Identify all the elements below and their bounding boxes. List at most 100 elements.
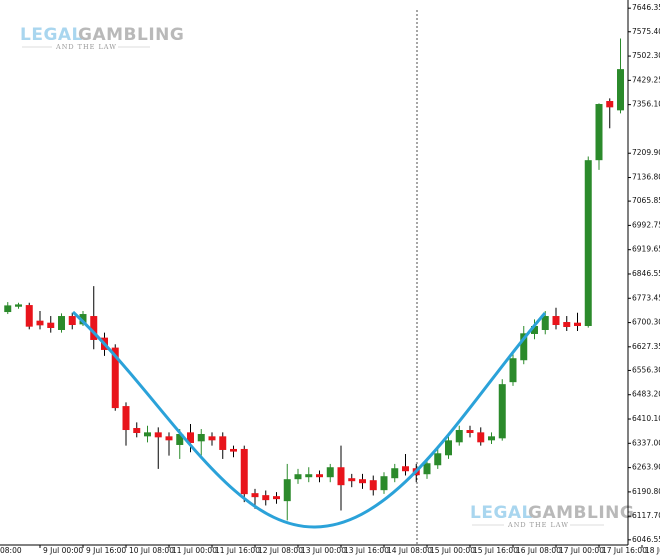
candle-body (509, 358, 517, 383)
candle-body (391, 468, 399, 479)
candle-body (595, 104, 603, 161)
x-tick-label: 13 Jul 00:00 (301, 546, 346, 555)
watermark-brand: LEGAL (470, 503, 533, 523)
y-tick-label: 6992.75 (632, 220, 660, 229)
candle-body (79, 314, 87, 325)
candle-body (466, 430, 474, 434)
y-tick-label: 7502.30 (632, 51, 660, 60)
candle-body (90, 316, 98, 340)
y-tick-label: 6483.20 (632, 390, 660, 399)
y-tick-label: 6337.00 (632, 438, 660, 447)
candle-body (445, 440, 452, 456)
watermark-brand: LEGAL (20, 25, 83, 45)
candle-body (337, 467, 345, 486)
candle-body (15, 304, 22, 307)
watermark-brand: GAMBLING (78, 25, 184, 45)
y-tick-label: 7429.25 (632, 75, 660, 84)
candle-body (58, 316, 65, 330)
candle-body (122, 406, 130, 431)
candle-body (111, 347, 119, 409)
candle-body (283, 479, 291, 502)
y-tick-label: 6700.30 (632, 318, 660, 327)
y-tick-label: 7646.35 (632, 3, 660, 12)
y-tick-label: 6919.65 (632, 245, 660, 254)
y-tick-label: 6773.45 (632, 293, 660, 302)
candle-body (455, 430, 463, 443)
candle-body (380, 476, 388, 491)
x-tick-label: 13 Jul 16:00 (344, 546, 389, 555)
watermark-brand: GAMBLING (528, 503, 634, 523)
y-tick-label: 7065.85 (632, 196, 660, 205)
candle-body (617, 69, 624, 111)
x-tick-label: 11 Jul 16:00 (215, 546, 260, 555)
x-tick-label: 14 Jul 08:00 (387, 546, 432, 555)
x-tick-label: 17 Jul 00:00 (559, 546, 604, 555)
candle-body (552, 316, 560, 326)
x-tick-label: 16 Jul 08:00 (516, 546, 561, 555)
x-tick-label: 08:00 (0, 546, 22, 555)
candle-body (477, 432, 485, 443)
y-tick-label: 7209.90 (632, 148, 660, 157)
candle-body (187, 432, 194, 443)
candle-body (36, 320, 44, 326)
candle-body (359, 479, 366, 484)
x-tick-label: 9 Jul 16:00 (86, 546, 126, 555)
x-tick-label: 10 Jul 08:00 (129, 546, 174, 555)
candle-body (133, 428, 141, 434)
x-tick-label: 11 Jul 00:00 (172, 546, 217, 555)
y-tick-label: 7136.80 (632, 173, 660, 182)
candle-body (4, 305, 12, 313)
candle-body (563, 322, 571, 327)
candle-body (262, 495, 270, 501)
candle-body (574, 322, 581, 327)
candle-body (520, 333, 528, 361)
candle-body (423, 463, 431, 475)
candle-body (402, 466, 409, 472)
x-tick-label: 18 Jul 08: (645, 546, 660, 555)
candle-body (305, 474, 313, 478)
x-tick-label: 9 Jul 00:00 (43, 546, 83, 555)
x-tick-label: 15 Jul 16:00 (473, 546, 518, 555)
candle-body (230, 448, 237, 452)
candle-body (273, 496, 280, 500)
plot-area (4, 38, 624, 521)
watermark-top: LEGAL GAMBLING AND THE LAW (20, 25, 184, 51)
candle-body (541, 316, 549, 330)
candle-body (25, 305, 33, 327)
y-tick-label: 6046.55 (632, 535, 660, 544)
x-tick-label: 17 Jul 16:00 (602, 546, 647, 555)
trend-curve (71, 310, 547, 529)
candle-body (197, 434, 205, 442)
candle-body (165, 436, 173, 441)
candle-body (251, 493, 259, 498)
candle-body (326, 467, 334, 478)
candle-body (47, 322, 55, 328)
candle-body (219, 436, 227, 450)
candle-body (294, 474, 302, 480)
watermark-bottom: LEGAL GAMBLING AND THE LAW (470, 503, 634, 529)
y-tick-label: 7575.40 (632, 27, 660, 36)
y-tick-label: 6410.10 (632, 414, 660, 423)
candle-body (154, 432, 162, 438)
y-tick-label: 6627.35 (632, 342, 660, 351)
y-tick-label: 6117.70 (632, 511, 660, 520)
x-tick-label: 15 Jul 00:00 (430, 546, 475, 555)
y-tick-label: 6263.90 (632, 463, 660, 472)
candle-body (240, 448, 248, 495)
candle-body (144, 432, 151, 437)
candle-body (498, 384, 506, 439)
candle-body (584, 160, 592, 327)
candle-body (369, 480, 377, 491)
candle-body (434, 453, 442, 466)
y-tick-label: 6846.55 (632, 269, 660, 278)
candle-body (531, 326, 538, 334)
candle-body (68, 316, 76, 326)
watermark-tagline: AND THE LAW (507, 521, 569, 529)
watermark-tagline: AND THE LAW (55, 43, 117, 51)
candle-body (176, 434, 184, 445)
candle-body (348, 478, 356, 482)
candle-body (488, 436, 495, 441)
x-tick-label: 12 Jul 08:00 (258, 546, 303, 555)
y-tick-label: 6556.30 (632, 365, 660, 374)
